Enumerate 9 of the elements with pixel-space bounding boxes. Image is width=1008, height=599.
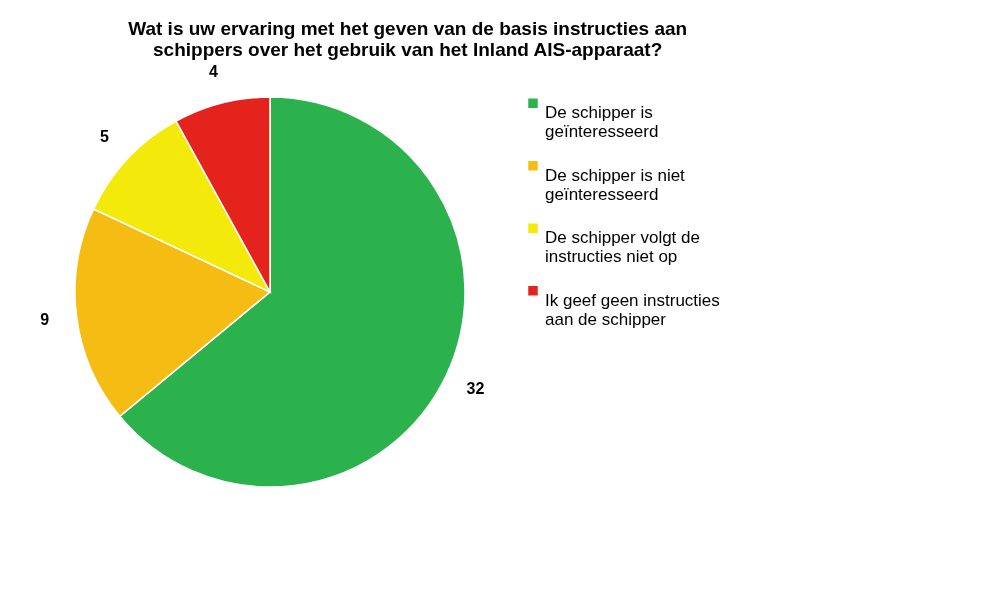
data-label: 5: [100, 127, 110, 145]
legend-label: De schipper is geïnteresseerd: [545, 103, 659, 142]
legend-label: De schipper volgt de instructies niet op: [545, 228, 700, 267]
chart-title: Wat is uw ervaring met het geven van de basis instructies aan schippers over het gebruik van het Inland AIS-apparaat?: [128, 18, 688, 61]
data-label: 9: [40, 311, 50, 329]
data-label: 32: [466, 379, 485, 397]
legend-label: De schipper is niet geïnteresseerd: [545, 165, 686, 204]
legend-label: Ik geef geen instructies aan de schipper: [545, 290, 720, 329]
data-label: 4: [209, 63, 219, 81]
